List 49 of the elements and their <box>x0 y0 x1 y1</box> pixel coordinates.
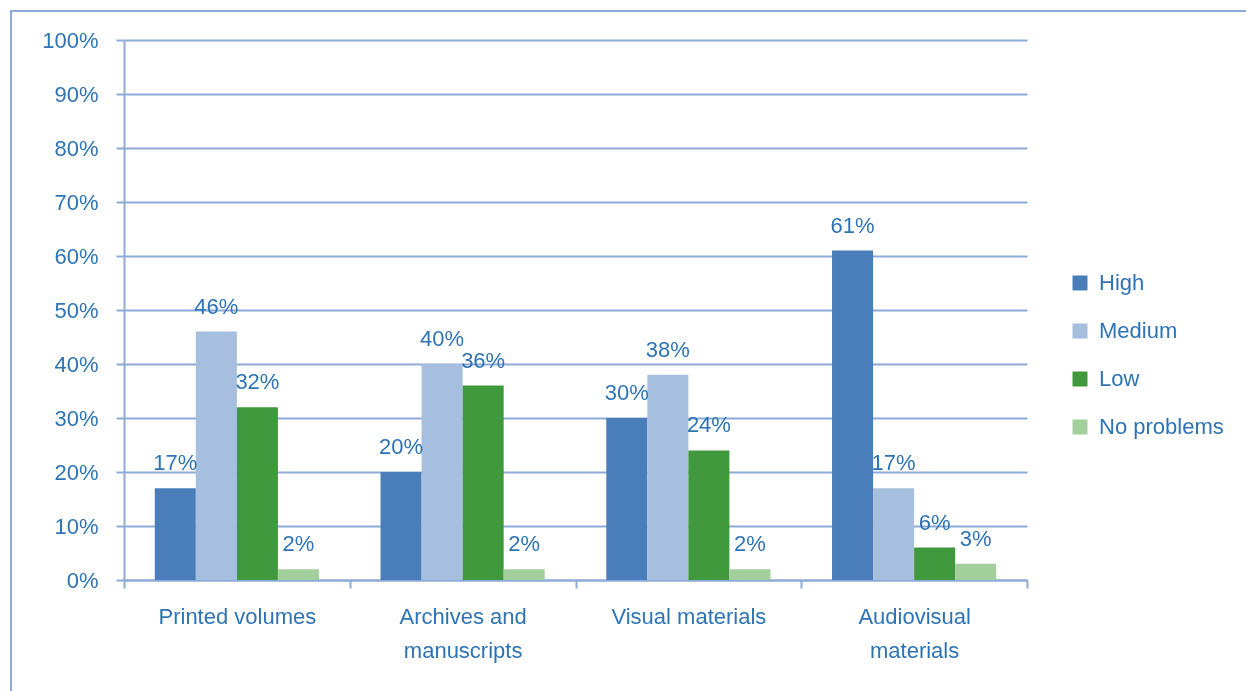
y-tick-label: 100% <box>42 27 99 53</box>
data-label: 61% <box>830 212 875 238</box>
legend-label: No problems <box>1099 414 1224 439</box>
bar <box>195 331 237 580</box>
y-tick-label: 70% <box>54 189 99 215</box>
x-tick-label: Visual materials <box>611 603 767 629</box>
legend-label: Medium <box>1099 318 1178 343</box>
x-tick-label: Printed volumes <box>158 603 317 629</box>
data-label: 38% <box>645 336 690 362</box>
y-tick-label: 40% <box>54 351 99 377</box>
data-label: 3% <box>959 525 992 551</box>
y-tick-label: 50% <box>54 297 99 323</box>
bar <box>503 569 545 580</box>
data-label: 17% <box>871 450 916 476</box>
data-label: 30% <box>604 380 649 405</box>
y-tick-label: 90% <box>54 81 99 107</box>
data-label: 24% <box>686 412 731 438</box>
y-tick-label: 10% <box>54 513 99 539</box>
bar <box>154 488 196 580</box>
data-label: 2% <box>734 531 766 557</box>
bar <box>380 472 422 580</box>
data-label: 20% <box>379 434 424 459</box>
data-label: 32% <box>235 369 280 395</box>
bar <box>873 488 915 580</box>
bar <box>277 569 319 580</box>
legend-label: High <box>1099 270 1145 295</box>
legend-label: Low <box>1099 366 1140 391</box>
data-label: 2% <box>282 531 315 557</box>
x-tick-label: Audiovisual materials <box>858 603 971 663</box>
bar <box>832 250 874 580</box>
data-label: 6% <box>918 509 951 535</box>
bar <box>421 364 463 580</box>
bar <box>688 450 730 580</box>
bar <box>955 563 997 580</box>
bar <box>914 547 956 580</box>
y-tick-label: 20% <box>54 459 99 485</box>
y-tick-label: 80% <box>54 135 99 161</box>
y-tick-label: 60% <box>54 243 99 269</box>
bar <box>606 418 648 580</box>
x-tick-label: Archives and manuscripts <box>399 603 527 663</box>
bar <box>236 407 278 580</box>
bar <box>462 385 504 580</box>
bar <box>729 569 771 580</box>
bar <box>647 374 689 580</box>
y-tick-label: 30% <box>54 405 99 431</box>
y-tick-label: 0% <box>66 567 99 593</box>
data-label: 46% <box>194 293 239 319</box>
data-label: 17% <box>153 450 198 476</box>
data-label: 2% <box>508 531 541 557</box>
